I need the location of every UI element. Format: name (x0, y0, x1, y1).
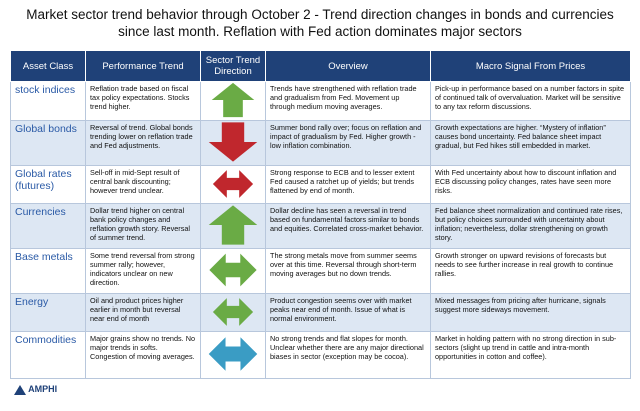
row: Global rates (futures) Sell-off in mid-S… (10, 165, 631, 204)
cell: Summer bond rally over; focus on reflati… (265, 120, 431, 166)
column-header: Performance Trend (85, 50, 201, 82)
cell: Growth stronger on upward revisions of f… (430, 248, 631, 294)
cell: Trends have strengthened with reflation … (265, 81, 431, 121)
header-row: Asset Class Performance Trend Sector Tre… (10, 50, 631, 82)
row: stock indices Reflation trade based on f… (10, 81, 631, 121)
sideways-arrow (212, 169, 254, 198)
sideways-arrow (209, 253, 257, 287)
arrow-cell (200, 331, 266, 379)
arrow-cell (200, 81, 266, 121)
cell: Major grains show no trends. No major tr… (85, 331, 201, 379)
asset-class: stock indices (10, 81, 86, 121)
asset-class: Global bonds (10, 120, 86, 166)
row: Energy Oil and product prices higher ear… (10, 293, 631, 332)
cell: Dollar trend higher on central bank poli… (85, 203, 201, 249)
cell: Market in holding pattern with no strong… (430, 331, 631, 379)
down-arrow (208, 122, 258, 162)
row: Currencies Dollar trend higher on centra… (10, 203, 631, 249)
cell: With Fed uncertainty about how to discou… (430, 165, 631, 204)
column-header: Overview (265, 50, 431, 82)
cell: Mixed messages from pricing after hurric… (430, 293, 631, 332)
asset-class: Commodities (10, 331, 86, 379)
logo-text: AMPHI (28, 384, 58, 394)
cell: Pick-up in performance based on a number… (430, 81, 631, 121)
asset-class: Energy (10, 293, 86, 332)
arrow-cell (200, 120, 266, 166)
up-arrow (211, 82, 255, 118)
asset-class: Global rates (futures) (10, 165, 86, 204)
cell: Sell-off in mid-Sept result of central b… (85, 165, 201, 204)
cell: No strong trends and flat slopes for mon… (265, 331, 431, 379)
cell: Strong response to ECB and to lesser ext… (265, 165, 431, 204)
cell: Oil and product prices higher earlier in… (85, 293, 201, 332)
title: Market sector trend behavior through Oct… (26, 7, 614, 39)
trend-table: Asset Class Performance Trend Sector Tre… (10, 50, 631, 379)
cell: Growth expectations are higher. “Mystery… (430, 120, 631, 166)
row: Global bonds Reversal of trend. Global b… (10, 120, 631, 166)
row: Commodities Major grains show no trends.… (10, 331, 631, 379)
arrow-cell (200, 248, 266, 294)
cell: Fed balance sheet normalization and cont… (430, 203, 631, 249)
column-header: Sector Trend Direction (200, 50, 266, 82)
logo: AMPHI (14, 384, 57, 395)
up-arrow (208, 205, 258, 245)
asset-class: Currencies (10, 203, 86, 249)
sideways-arrow (208, 337, 258, 371)
arrow-cell (200, 165, 266, 204)
cell: Reflation trade based on fiscal tax poli… (85, 81, 201, 121)
cell: Reversal of trend. Global bonds trending… (85, 120, 201, 166)
logo-mark (14, 384, 26, 395)
cell: Product congestion seems over with marke… (265, 293, 431, 332)
cell: Dollar decline has seen a reversal in tr… (265, 203, 431, 249)
arrow-cell (200, 293, 266, 332)
column-header: Asset Class (10, 50, 86, 82)
sideways-arrow (212, 297, 254, 326)
cell: Some trend reversal from strong summer r… (85, 248, 201, 294)
asset-class: Base metals (10, 248, 86, 294)
row: Base metals Some trend reversal from str… (10, 248, 631, 294)
column-header: Macro Signal From Prices (430, 50, 631, 82)
cell: The strong metals move from summer seems… (265, 248, 431, 294)
arrow-cell (200, 203, 266, 249)
